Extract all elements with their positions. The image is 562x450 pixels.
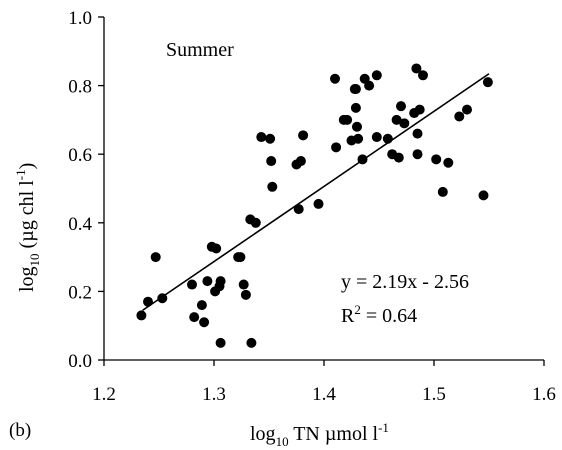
- data-point: [371, 70, 382, 81]
- data-point: [238, 279, 249, 290]
- equation-label: y = 2.19x - 2.56: [341, 271, 469, 293]
- data-point: [313, 198, 324, 209]
- data-point: [265, 133, 276, 144]
- data-point: [235, 252, 246, 263]
- data-point: [414, 104, 425, 115]
- data-point: [412, 149, 423, 160]
- data-point: [240, 289, 251, 300]
- x-tick-label: 1.3: [202, 384, 226, 405]
- y-tick-label: 1.0: [68, 8, 92, 29]
- data-point: [437, 186, 448, 197]
- trendline: [142, 73, 490, 312]
- data-point: [196, 300, 207, 311]
- data-point: [443, 157, 454, 168]
- data-point: [353, 133, 364, 144]
- data-point: [150, 252, 161, 263]
- panel-label: (b): [9, 420, 31, 441]
- data-point: [391, 114, 402, 125]
- data-point: [215, 337, 226, 348]
- data-point: [331, 142, 342, 153]
- data-point: [393, 152, 404, 163]
- y-tick-label: 0.4: [68, 214, 92, 235]
- x-tick-label: 1.6: [532, 384, 556, 405]
- data-point: [187, 279, 197, 290]
- data-point: [256, 132, 267, 143]
- y-tick-label: 0.2: [68, 282, 92, 303]
- data-points: [136, 63, 493, 348]
- data-point: [478, 190, 489, 201]
- y-tick-label: 0.6: [68, 145, 92, 166]
- data-point: [462, 104, 472, 115]
- data-point: [482, 77, 493, 88]
- r-squared-label: R2 = 0.64: [341, 302, 417, 327]
- data-point: [246, 337, 257, 348]
- x-tick-label: 1.2: [92, 384, 116, 405]
- data-point: [350, 84, 361, 95]
- data-point: [399, 118, 410, 129]
- data-point: [266, 156, 277, 167]
- data-point: [293, 204, 304, 215]
- data-point: [352, 121, 362, 132]
- data-point: [298, 130, 309, 141]
- tick-marks: [98, 16, 545, 366]
- data-point: [412, 128, 423, 139]
- data-point: [454, 111, 465, 122]
- annotation-season: Summer: [166, 39, 234, 61]
- data-point: [350, 102, 361, 113]
- data-point: [295, 156, 306, 167]
- data-point: [371, 132, 382, 143]
- y-tick-label: 0.8: [68, 77, 92, 98]
- data-point: [418, 70, 428, 81]
- data-point: [202, 276, 213, 287]
- data-point: [411, 63, 422, 74]
- x-tick-label: 1.4: [312, 384, 336, 405]
- data-point: [267, 181, 278, 192]
- tick-labels: 1.2 1.3 1.4 1.5 1.6 0.0 0.2 0.4 0.6 0.8 1.0: [68, 8, 556, 405]
- data-point: [136, 310, 147, 321]
- x-tick-label: 1.5: [422, 384, 446, 405]
- y-axis-label: log10 (µg chl l-1): [13, 163, 42, 292]
- data-point: [342, 114, 353, 125]
- x-axis-label: log10 TN µmol l-1: [250, 420, 389, 449]
- data-point: [189, 312, 200, 323]
- data-point: [330, 73, 340, 84]
- data-point: [396, 101, 406, 112]
- data-point: [364, 80, 375, 91]
- data-point: [215, 276, 226, 287]
- data-point: [211, 243, 222, 254]
- axes: [103, 17, 544, 361]
- data-point: [199, 317, 210, 328]
- y-tick-label: 0.0: [68, 351, 92, 372]
- data-point: [250, 217, 261, 228]
- data-point: [431, 154, 442, 165]
